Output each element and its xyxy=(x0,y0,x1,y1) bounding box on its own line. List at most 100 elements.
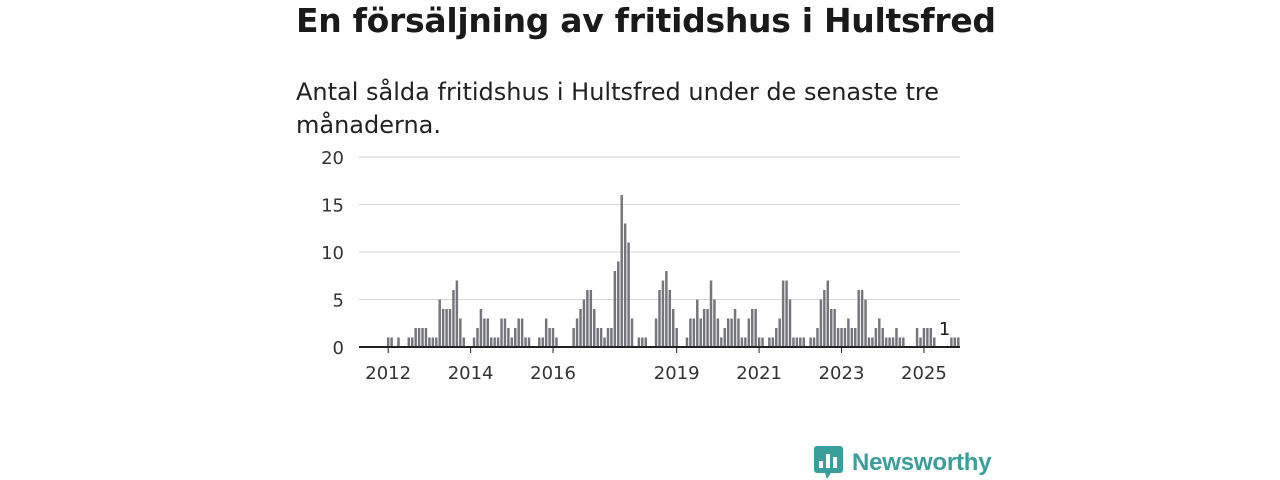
bar xyxy=(593,309,596,347)
bar xyxy=(589,290,593,347)
y-axis-ticks: 0 5 10 15 20 xyxy=(321,148,344,359)
bar xyxy=(407,337,411,347)
bar xyxy=(575,318,579,347)
bar xyxy=(668,290,672,347)
bar xyxy=(459,318,462,347)
bar xyxy=(823,290,826,347)
bar xyxy=(919,337,922,347)
bar xyxy=(854,328,857,347)
bar xyxy=(548,328,551,347)
bar xyxy=(572,328,575,347)
bar xyxy=(781,280,785,347)
bar xyxy=(555,337,558,347)
bar xyxy=(397,337,400,347)
bar xyxy=(720,337,723,347)
bar xyxy=(809,337,812,347)
bar xyxy=(898,337,902,347)
bar xyxy=(864,299,867,347)
bar xyxy=(431,337,435,347)
bar xyxy=(496,337,500,347)
x-tick-label: 2014 xyxy=(448,363,494,384)
bar xyxy=(847,318,850,347)
bar xyxy=(489,337,493,347)
bar xyxy=(599,328,603,347)
bar xyxy=(510,337,514,347)
bar xyxy=(799,337,802,347)
bar xyxy=(816,328,819,347)
x-tick-label: 2023 xyxy=(819,363,865,384)
bar xyxy=(582,299,586,347)
x-tick-label: 2019 xyxy=(654,363,700,384)
bar xyxy=(538,337,541,347)
data-labels: 1 xyxy=(939,319,950,340)
bar xyxy=(730,318,733,347)
bar xyxy=(778,318,781,347)
x-axis-ticks: 2012 2014 2016 2019 2021 2023 2025 xyxy=(365,347,947,384)
bar xyxy=(860,290,864,347)
bar xyxy=(586,290,589,347)
bar xyxy=(503,318,507,347)
bar xyxy=(620,195,623,347)
bar xyxy=(826,280,830,347)
bar xyxy=(706,309,709,347)
bar xyxy=(902,337,905,347)
grid-lines xyxy=(359,156,960,300)
bar xyxy=(716,318,720,347)
bar xyxy=(768,337,771,347)
bar xyxy=(541,337,544,347)
bar xyxy=(699,318,702,347)
bar xyxy=(424,328,428,347)
bar-chart: 0 5 10 15 20 2012 2014 2016 2019 2021 2023 2025 1 xyxy=(321,148,960,384)
bar xyxy=(544,318,548,347)
bar xyxy=(702,309,706,347)
bar xyxy=(637,337,641,347)
bar xyxy=(957,337,960,347)
bar xyxy=(514,328,517,347)
bar xyxy=(627,242,630,347)
bar xyxy=(709,280,713,347)
bar xyxy=(895,328,898,347)
bar xyxy=(438,299,441,347)
bar xyxy=(603,337,606,347)
bar xyxy=(881,328,884,347)
bar xyxy=(723,328,726,347)
bar xyxy=(661,280,665,347)
bar xyxy=(411,337,414,347)
bar xyxy=(915,328,919,347)
bar xyxy=(843,328,847,347)
bar xyxy=(950,337,953,347)
bar xyxy=(819,299,823,347)
bar xyxy=(689,318,692,347)
bar xyxy=(672,309,675,347)
chart-subtitle: Antal sålda fritidshus i Hultsfred under… xyxy=(296,78,939,139)
bar xyxy=(685,337,689,347)
bar xyxy=(871,337,874,347)
bar xyxy=(654,318,658,347)
bar xyxy=(630,318,634,347)
bar xyxy=(795,337,799,347)
bar xyxy=(606,328,610,347)
bar xyxy=(692,318,696,347)
bar xyxy=(850,328,854,347)
bar xyxy=(527,337,531,347)
bar xyxy=(891,337,895,347)
bar xyxy=(747,318,751,347)
bar xyxy=(421,328,424,347)
bar xyxy=(785,280,788,347)
bar xyxy=(788,299,792,347)
bar xyxy=(455,280,459,347)
bar xyxy=(867,337,871,347)
bar xyxy=(390,337,393,347)
bar xyxy=(888,337,891,347)
bar xyxy=(507,328,510,347)
bar xyxy=(750,309,754,347)
bar xyxy=(483,318,486,347)
y-tick-label: 10 xyxy=(321,243,344,264)
y-tick-label: 15 xyxy=(321,196,344,217)
bar xyxy=(428,337,431,347)
bar xyxy=(733,309,737,347)
bar xyxy=(386,337,390,347)
bar xyxy=(520,318,524,347)
bar xyxy=(472,337,476,347)
bar xyxy=(792,337,795,347)
